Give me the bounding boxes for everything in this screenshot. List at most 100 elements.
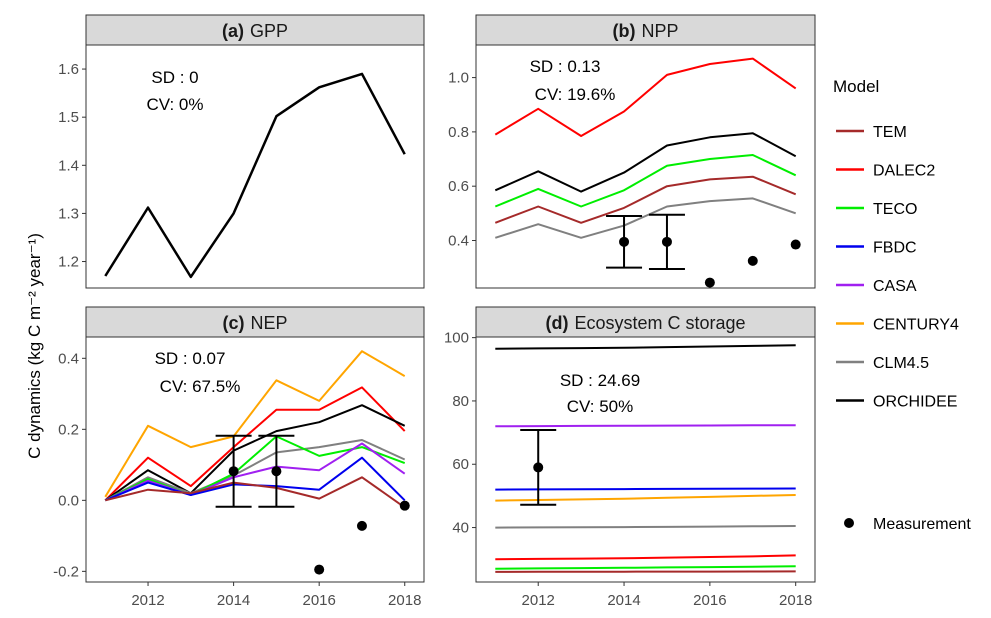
measurement-point [228,466,239,477]
panel-border [85,336,425,583]
cv-annotation: CV: 0% [146,95,203,114]
y-tick-label: 0.4 [448,232,469,249]
y-tick-label: 0.0 [58,492,79,509]
x-tick-label: 2014 [217,592,250,609]
measurement-point [533,462,544,473]
legend-label-tem: TEM [873,124,907,141]
series-line-century4 [495,494,796,502]
legend-label-teco: TECO [873,201,917,218]
series-group [494,57,797,239]
panel-title: (a) GPP [222,21,288,41]
series-line-tem [105,476,406,509]
panel-strip [85,14,425,46]
measurement-point [399,500,410,511]
panel-title-text: Ecosystem C storage [574,313,745,333]
y-tick-label: 60 [452,456,469,473]
x-tick-label: 2018 [779,592,812,609]
panel-title-letter: (b) [613,21,636,41]
series-line-casa [104,442,406,502]
panel-b: (b) NPP 0.4 0.6 0.8 1.0 SD : 0.13 CV: 19.6% [448,14,816,289]
series-line-orchidee [494,132,797,193]
legend-label-fbdc: FBDC [873,240,917,257]
series-line-tem [494,175,797,224]
sd-annotation: SD : 24.69 [560,371,640,390]
legend-label-measurement: Measurement [873,516,971,533]
x-tick-label: 2014 [607,592,640,609]
series-line-clm45 [104,439,406,502]
series-line-clm45 [494,197,797,239]
legend-measurement-marker [844,518,854,528]
cv-annotation: CV: 50% [567,397,633,416]
panel-border [85,44,425,289]
measurement-point [661,236,672,247]
series-line-orchidee [104,404,406,502]
measurement-point [619,236,630,247]
y-axis-label: C dynamics (kg C m⁻² year⁻¹) [25,233,44,459]
series-line-fbdc [495,487,796,491]
x-tick-label: 2018 [388,592,421,609]
panel-title-text: GPP [250,21,288,41]
measurement-point [747,255,758,266]
panel-border [475,44,816,289]
panels: (a) GPP 1.2 1.3 1.4 1.5 1.6 SD : 0 CV: 0% (b) NPP 0… [53,14,816,609]
measurement-point [356,520,367,531]
measurement-point [790,239,801,250]
legend: Model TEM DALEC2 TECO FBDC CASA CENTURY4 CLM4.5… [833,77,971,533]
legend-label-clm45: CLM4.5 [873,355,929,372]
series-line-orchidee [495,344,796,350]
y-tick-label: 1.3 [58,205,79,222]
series-line-tem [495,570,796,573]
series-line-teco [495,565,796,570]
panel-title: (c) NEP [222,313,287,333]
y-tick-label: 1.5 [58,109,79,126]
panel-strip [475,306,816,338]
panel-title-text: NPP [641,21,678,41]
series-group [104,350,406,509]
legend-label-century4: CENTURY4 [873,317,959,334]
y-tick-label: 1.4 [58,157,79,174]
panel-border [475,336,816,583]
measurement-point [314,564,325,575]
y-tick-label: -0.2 [53,563,79,580]
y-tick-label: 0.6 [448,178,469,195]
y-tick-label: 1.6 [58,61,79,78]
panel-title-letter: (c) [222,313,244,333]
series-group [495,344,796,573]
y-tick-label: 1.2 [58,254,79,271]
legend-label-orchidee: ORCHIDEE [873,394,957,411]
y-tick-label: 80 [452,393,469,410]
legend-label-casa: CASA [873,278,917,295]
y-tick-label: 1.0 [448,70,469,87]
measurement-point [271,466,282,477]
panel-strip [475,14,816,46]
cv-annotation: CV: 19.6% [535,85,616,104]
sd-annotation: SD : 0 [151,68,198,87]
cv-annotation: CV: 67.5% [160,377,241,396]
legend-label-dalec2: DALEC2 [873,163,935,180]
panel-title: (b) NPP [613,21,679,41]
y-tick-label: 0.2 [58,421,79,438]
x-tick-label: 2012 [522,592,555,609]
measurement-point [704,277,715,288]
y-tick-label: 0.4 [58,350,79,367]
y-tick-label: 100 [444,330,469,347]
series-line-orchidee [104,72,406,279]
panel-title: (d) Ecosystem C storage [545,313,745,333]
series-group [104,72,406,279]
series-line-teco [494,154,797,208]
sd-annotation: SD : 0.07 [155,349,226,368]
panel-strip [85,306,425,338]
panel-title-letter: (d) [545,313,568,333]
panel-d: (d) Ecosystem C storage 40 60 80 100 2012 2014 2… [444,306,816,609]
y-tick-label: 0.8 [448,124,469,141]
x-tick-label: 2012 [131,592,164,609]
series-line-century4 [104,350,406,498]
panel-a: (a) GPP 1.2 1.3 1.4 1.5 1.6 SD : 0 CV: 0% [58,14,425,289]
panel-title-text: NEP [250,313,287,333]
sd-annotation: SD : 0.13 [530,57,601,76]
series-line-casa [495,424,796,428]
panel-title-letter: (a) [222,21,244,41]
panel-c: (c) NEP -0.2 0.0 0.2 0.4 2012 2014 2016 2018 SD : … [53,306,425,609]
series-line-dalec2 [494,57,797,137]
